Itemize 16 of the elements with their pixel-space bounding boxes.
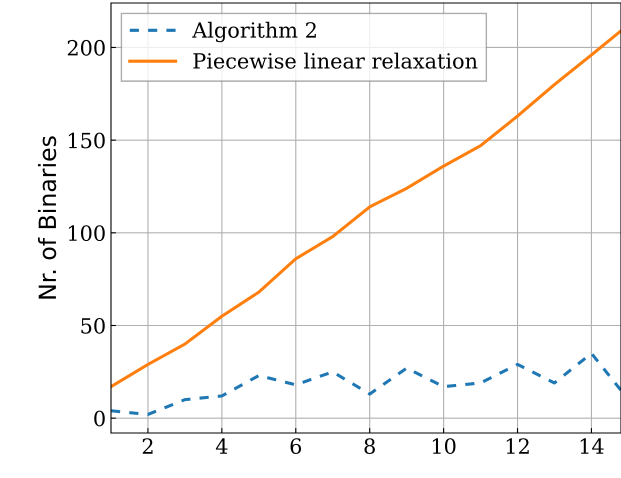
y-tick-label: 50 [81, 318, 105, 334]
y-tick-label: 0 [94, 410, 105, 426]
y-axis-title: Nr. of Binaries [38, 136, 56, 299]
x-tick-label: 2 [142, 438, 153, 454]
x-tick-label: 12 [506, 438, 529, 454]
y-tick-label: 100 [68, 225, 105, 242]
x-tick-label: 6 [290, 438, 302, 454]
y-tick-label: 150 [68, 132, 105, 148]
x-tick-label: 8 [364, 438, 375, 454]
x-tick-label: 14 [580, 438, 604, 454]
line-series [111, 352, 621, 416]
legend-label: Algorithm 2 [192, 22, 316, 42]
x-tick-label: 10 [432, 438, 456, 454]
y-tick-label: 200 [68, 40, 105, 56]
x-tick-label: 4 [216, 438, 228, 454]
legend-label: Piecewise linear relaxation [193, 52, 478, 69]
